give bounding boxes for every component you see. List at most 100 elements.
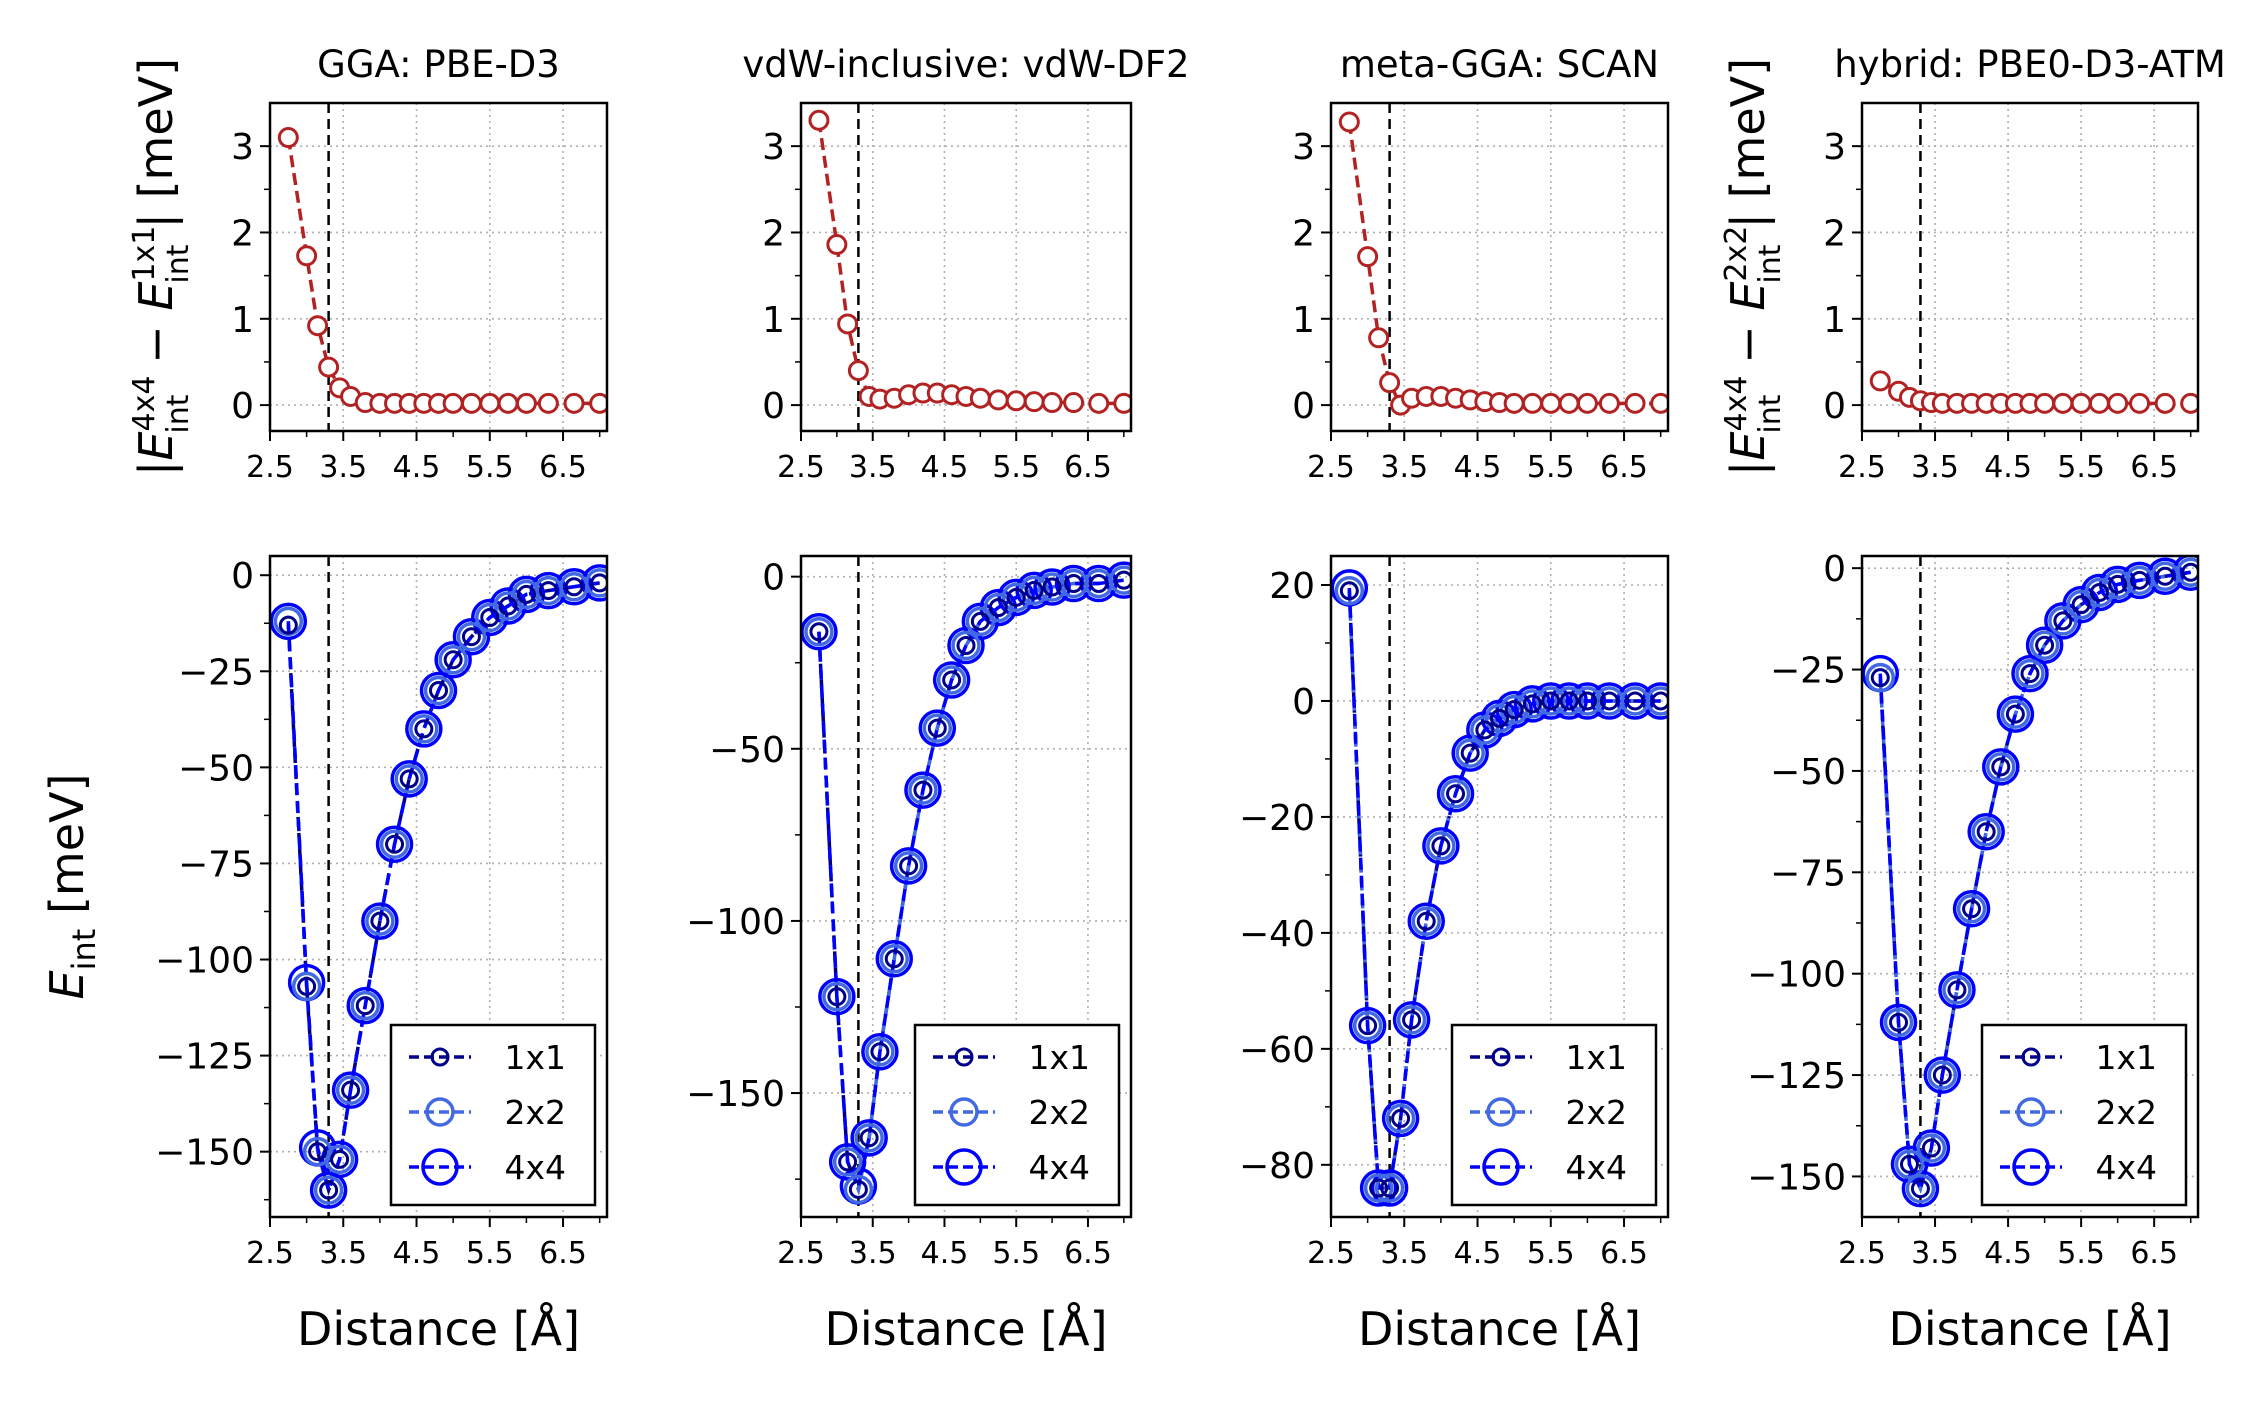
legend-label: 2x2 xyxy=(1028,1093,1090,1132)
point-1x1 xyxy=(988,598,1008,618)
point-2x2 xyxy=(2048,606,2078,636)
x-tick-label: 2.5 xyxy=(246,1236,294,1271)
point-1x1 xyxy=(1899,1154,1919,1174)
x-tick-label: 2.5 xyxy=(246,450,294,485)
y-tick-label: −75 xyxy=(1770,853,1846,894)
x-tick-label: 6.5 xyxy=(1600,1236,1648,1271)
x-tick-label: 5.5 xyxy=(466,450,514,485)
x-tick-label: 3.5 xyxy=(849,1236,897,1271)
x-tick-label: 3.5 xyxy=(1380,1236,1428,1271)
point-4x4 xyxy=(1407,902,1445,941)
point-4x4 xyxy=(405,710,443,748)
y-axis-title-part: int xyxy=(161,394,196,433)
diff-point xyxy=(515,392,537,414)
point-1x1 xyxy=(1889,1012,1909,1032)
point-1x1 xyxy=(1431,836,1451,856)
point-2x2 xyxy=(1986,752,2016,782)
y-axis-title: Eint [meV] xyxy=(40,774,103,1000)
y-tick-label: 1 xyxy=(1292,300,1315,341)
legend-label: 4x4 xyxy=(2095,1148,2157,1187)
point-1x1 xyxy=(1490,708,1509,728)
point-1x1 xyxy=(414,719,434,739)
point-2x2 xyxy=(1385,1103,1416,1134)
legend-label: 4x4 xyxy=(1028,1148,1090,1187)
point-1x1 xyxy=(1402,1010,1422,1030)
x-tick-label: 2.5 xyxy=(1307,1236,1355,1271)
point-4x4 xyxy=(331,1071,370,1109)
x-tick-label: 3.5 xyxy=(1911,450,1959,485)
axes-frame xyxy=(799,101,1133,433)
diff-point xyxy=(826,234,848,256)
axes-frame xyxy=(1860,554,2200,1219)
point-1x1 xyxy=(498,596,518,616)
point-2x2 xyxy=(1455,738,1485,768)
point-2x2 xyxy=(423,675,454,706)
point-1x1 xyxy=(1380,1178,1400,1198)
point-1x1 xyxy=(297,976,317,996)
diff-point xyxy=(1023,391,1045,413)
point-2x2 xyxy=(438,645,468,675)
point-4x4 xyxy=(1938,971,1976,1009)
point-4x4 xyxy=(2025,626,2064,664)
panel-bottom-3: 2.5 3.5 4.5 5.5 6.5 20 0 −20 −40 −60 −80 1x1 2x2 4x4 D… xyxy=(1239,554,1670,1356)
diff-point xyxy=(1503,392,1525,414)
point-2x2 xyxy=(1942,975,1972,1005)
diff-point xyxy=(277,127,299,149)
point-1x1 xyxy=(809,622,829,642)
legend-marker xyxy=(2021,1047,2041,1067)
point-2x2 xyxy=(951,630,981,661)
x-tick-label: 2.5 xyxy=(777,1236,825,1271)
diff-point xyxy=(537,392,559,414)
point-1x1 xyxy=(1541,691,1561,711)
point-1x1 xyxy=(1391,1108,1411,1128)
plot-area xyxy=(808,109,1131,414)
point-1x1 xyxy=(956,636,976,656)
legend-marker xyxy=(954,1047,974,1067)
plot-area xyxy=(1869,370,2198,414)
legend-marker xyxy=(945,1148,983,1186)
point-1x1 xyxy=(927,718,947,738)
point-2x2 xyxy=(1645,686,1668,716)
y-tick-label: −150 xyxy=(686,1074,785,1115)
diff-point xyxy=(1650,392,1668,414)
point-1x1 xyxy=(319,1180,339,1200)
diff-point xyxy=(563,392,585,414)
point-1x1 xyxy=(341,1080,361,1100)
point-2x2 xyxy=(1894,1149,1925,1180)
point-1x1 xyxy=(1064,574,1084,594)
point-1x1 xyxy=(2130,570,2150,590)
panel-title: vdW-inclusive: vdW-DF2 xyxy=(742,43,1189,86)
point-4x4 xyxy=(434,641,472,679)
point-2x2 xyxy=(365,906,395,936)
x-tick-label: 6.5 xyxy=(1600,450,1648,485)
point-4x4 xyxy=(1392,1001,1431,1039)
diff-series-line xyxy=(1347,121,1661,408)
x-tick-label: 4.5 xyxy=(393,450,441,485)
y-axis-title-part: E xyxy=(129,432,183,461)
point-1x1 xyxy=(1522,694,1542,714)
point-1x1 xyxy=(1577,691,1597,711)
point-4x4 xyxy=(932,661,971,699)
point-4x4 xyxy=(1359,1169,1398,1207)
point-2x2 xyxy=(1905,1173,1936,1204)
y-axis-title-part: E xyxy=(1721,282,1775,311)
y-axis-title: |E4x4int − E1x1int| [meV] xyxy=(127,58,196,476)
point-4x4 xyxy=(1568,682,1607,720)
point-2x2 xyxy=(2015,658,2045,689)
panel-bottom-2: 2.5 3.5 4.5 5.5 6.5 0 −50 −100 −150 1x1 2x2 4x4 Dist… xyxy=(686,554,1133,1356)
y-tick-label: −50 xyxy=(1770,752,1846,793)
legend-marker xyxy=(2016,1097,2046,1127)
legend: 1x1 2x2 4x4 xyxy=(1450,1023,1658,1207)
point-2x2 xyxy=(2029,630,2060,660)
diff-point xyxy=(1041,392,1063,414)
point-4x4 xyxy=(346,986,384,1025)
point-1x1 xyxy=(1006,587,1026,607)
y-tick-label: −100 xyxy=(1747,955,1846,996)
point-2x2 xyxy=(1109,565,1131,595)
x-tick-label: 6.5 xyxy=(1064,450,1112,485)
point-4x4 xyxy=(1982,748,2020,786)
point-2x2 xyxy=(1554,686,1584,716)
point-2x2 xyxy=(379,829,410,859)
point-1x1 xyxy=(480,607,500,627)
